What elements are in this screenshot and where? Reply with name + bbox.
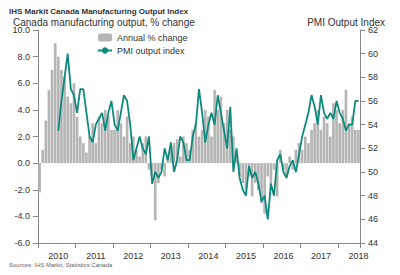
svg-text:0.0: 0.0 — [17, 158, 30, 168]
svg-text:2014: 2014 — [198, 251, 218, 261]
svg-text:48: 48 — [368, 191, 378, 201]
svg-text:46: 46 — [368, 214, 378, 224]
svg-text:2016: 2016 — [273, 251, 293, 261]
svg-text:56: 56 — [368, 96, 378, 106]
svg-text:2015: 2015 — [236, 251, 256, 261]
svg-text:62: 62 — [368, 25, 378, 35]
svg-text:52: 52 — [368, 143, 378, 153]
svg-text:8.0: 8.0 — [17, 52, 30, 62]
svg-text:44: 44 — [368, 238, 378, 248]
svg-text:2010: 2010 — [48, 251, 68, 261]
svg-text:Annual % change: Annual % change — [117, 33, 188, 43]
svg-text:2013: 2013 — [161, 251, 181, 261]
svg-text:PMI Output Index: PMI Output Index — [307, 17, 385, 28]
svg-text:2017: 2017 — [311, 251, 331, 261]
svg-text:-4.0: -4.0 — [14, 211, 30, 221]
svg-text:50: 50 — [368, 167, 378, 177]
svg-text:-6.0: -6.0 — [14, 238, 30, 248]
svg-text:10.0: 10.0 — [12, 25, 30, 35]
svg-text:PMI output index: PMI output index — [117, 46, 185, 56]
svg-text:54: 54 — [368, 120, 378, 130]
svg-text:2.0: 2.0 — [17, 132, 30, 142]
svg-text:4.0: 4.0 — [17, 105, 30, 115]
svg-text:2011: 2011 — [86, 251, 105, 261]
svg-text:58: 58 — [368, 72, 378, 82]
svg-text:Canada manufacturing output, %: Canada manufacturing output, % change — [13, 17, 195, 28]
svg-text:Sources: IHS Markit, Statistic: Sources: IHS Markit, Statistics Canada — [9, 262, 113, 268]
svg-text:2012: 2012 — [123, 251, 143, 261]
svg-text:6.0: 6.0 — [17, 78, 30, 88]
svg-text:-2.0: -2.0 — [14, 185, 30, 195]
svg-text:2018: 2018 — [348, 251, 368, 261]
svg-text:IHS Markit Canada Manufacturin: IHS Markit Canada Manufacturing Output I… — [9, 7, 189, 16]
svg-text:60: 60 — [368, 49, 378, 59]
